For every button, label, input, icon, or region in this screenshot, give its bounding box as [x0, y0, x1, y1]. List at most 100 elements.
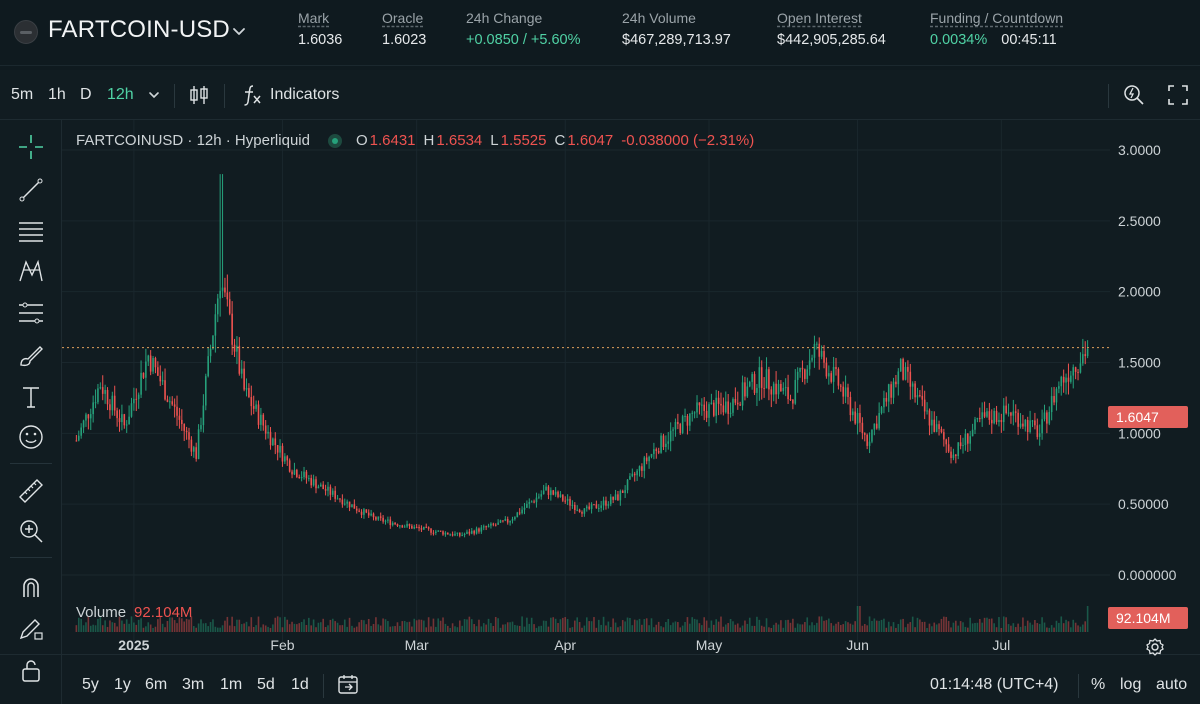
draw-lock-icon[interactable]	[16, 613, 46, 643]
candle-body	[569, 498, 571, 506]
candle-body	[998, 419, 1000, 423]
candle-body	[840, 385, 842, 387]
function-fx-icon[interactable]	[240, 83, 264, 107]
chevron-down-icon[interactable]	[146, 87, 162, 103]
percent-scale-toggle[interactable]: %	[1091, 676, 1106, 693]
quick-search-icon[interactable]	[1122, 83, 1146, 107]
volume-bar	[962, 622, 964, 632]
volume-bar	[928, 623, 931, 632]
candlestick-icon[interactable]	[187, 83, 211, 107]
text-tool-icon[interactable]	[16, 382, 46, 412]
candle-body	[545, 486, 547, 491]
range-1y[interactable]: 1y	[114, 676, 131, 693]
log-scale-toggle[interactable]: log	[1120, 676, 1142, 693]
candle-body	[629, 476, 631, 480]
volume-bar	[80, 618, 82, 632]
lock-icon[interactable]	[16, 655, 46, 685]
stat-value: +0.0850 / +5.60%	[466, 32, 581, 48]
ruler-icon[interactable]	[16, 476, 46, 506]
auto-scale-toggle[interactable]: auto	[1156, 676, 1188, 693]
crosshair-icon[interactable]	[16, 132, 46, 162]
volume-bar	[643, 619, 646, 632]
candlestick-chart[interactable]: 2025 Feb Mar Apr May Jun Jul 3.0000 2.5000 2.0000…	[62, 120, 1200, 654]
pair-selector-label[interactable]: FARTCOIN-USD	[48, 16, 230, 43]
magnet-icon[interactable]	[16, 572, 46, 602]
y-axis-tick-label: 0.50000	[1118, 496, 1169, 512]
volume-bar	[818, 616, 821, 632]
chart-canvas[interactable]: 2025 Feb Mar Apr May Jun Jul 3.0000 2.5000 2.0000…	[62, 120, 1200, 654]
volume-bar	[545, 620, 547, 632]
candle-body	[564, 500, 567, 502]
settings-gear-icon[interactable]	[1145, 637, 1165, 657]
volume-bar	[916, 617, 919, 632]
volume-bar	[847, 622, 849, 632]
clock-timezone[interactable]: 01:14:48 (UTC+4)	[930, 676, 1059, 693]
volume-bar	[437, 618, 440, 632]
volume-bar	[655, 624, 658, 632]
volume-bar	[480, 626, 483, 632]
zoom-in-icon[interactable]	[16, 516, 46, 546]
volume-bar	[284, 616, 286, 632]
x-axis-tick-label: Jul	[992, 637, 1010, 653]
candle-body	[717, 397, 720, 404]
candle-body	[957, 442, 960, 457]
volume-legend: Volume 92.104M	[76, 604, 192, 621]
high-value: 1.6534	[436, 132, 483, 149]
interval-5m[interactable]: 5m	[11, 86, 34, 103]
candle-body	[581, 512, 583, 514]
indicators-button[interactable]: Indicators	[270, 86, 340, 103]
volume-bar	[887, 621, 890, 632]
range-6m[interactable]: 6m	[145, 676, 168, 693]
interval-12h[interactable]: 12h	[107, 86, 134, 103]
volume-bar	[288, 624, 291, 632]
volume-bar	[190, 616, 193, 632]
interval-d[interactable]: D	[80, 86, 92, 103]
interval-1h[interactable]: 1h	[48, 86, 66, 103]
chevron-down-icon[interactable]	[230, 22, 248, 40]
candle-body	[116, 410, 118, 419]
volume-bar	[667, 619, 670, 632]
volume-bar	[923, 621, 926, 632]
candle-body	[825, 362, 828, 377]
candle-body	[681, 416, 684, 433]
candle-body	[657, 450, 660, 453]
volume-bar	[571, 627, 574, 632]
fib-tool-icon[interactable]	[16, 298, 46, 328]
candle-body	[260, 414, 262, 425]
trend-line-icon[interactable]	[16, 175, 46, 205]
candle-body	[293, 469, 296, 475]
volume-bar	[128, 623, 130, 632]
volume-bar	[183, 621, 186, 632]
candle-body	[830, 373, 833, 382]
candle-body	[367, 512, 370, 516]
candle-body	[1048, 412, 1051, 424]
volume-bar	[768, 627, 770, 632]
fullscreen-icon[interactable]	[1166, 83, 1190, 107]
volume-bar	[425, 627, 428, 632]
range-1d[interactable]: 1d	[291, 676, 309, 693]
volume-bar	[1070, 627, 1072, 632]
volume-bar	[310, 625, 313, 632]
candle-body	[473, 530, 475, 534]
stat-value: 1.6023	[382, 32, 427, 48]
pattern-tool-icon[interactable]	[16, 256, 46, 286]
calendar-goto-icon[interactable]	[336, 672, 360, 696]
emoji-icon[interactable]	[16, 422, 46, 452]
volume-bar	[679, 627, 682, 632]
range-1m[interactable]: 1m	[220, 676, 243, 693]
x-axis-tick-label: May	[696, 637, 722, 653]
horizontal-lines-icon[interactable]	[16, 216, 46, 246]
candle-body	[207, 356, 209, 377]
range-3m[interactable]: 3m	[182, 676, 205, 693]
volume-bar	[710, 620, 713, 632]
candle-body	[873, 423, 876, 430]
candle-body	[708, 404, 710, 418]
candle-body	[296, 469, 298, 477]
candle-body	[106, 389, 109, 405]
brush-icon[interactable]	[16, 340, 46, 370]
candle-body	[250, 397, 253, 407]
volume-bar	[327, 625, 329, 632]
candle-body	[190, 439, 193, 452]
range-5y[interactable]: 5y	[82, 676, 99, 693]
range-5d[interactable]: 5d	[257, 676, 275, 693]
